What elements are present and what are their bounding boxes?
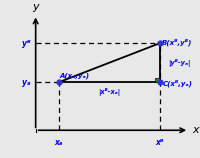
Text: yₐ: yₐ [22, 78, 31, 87]
Text: A(xₐ,yₐ): A(xₐ,yₐ) [60, 73, 90, 79]
Text: |yᴮ-yₐ|: |yᴮ-yₐ| [168, 59, 190, 67]
Text: C(xᴮ,yₐ): C(xᴮ,yₐ) [162, 79, 192, 87]
Text: B(xᴮ,yᴮ): B(xᴮ,yᴮ) [162, 39, 193, 46]
Text: xᴮ: xᴮ [156, 138, 164, 147]
Text: |xᴮ-xₐ|: |xᴮ-xₐ| [98, 88, 121, 96]
Text: yᴮ: yᴮ [22, 39, 31, 48]
Text: x: x [192, 125, 199, 135]
Bar [155, 78, 160, 82]
Text: y: y [32, 2, 39, 12]
Text: xₐ: xₐ [55, 138, 63, 147]
